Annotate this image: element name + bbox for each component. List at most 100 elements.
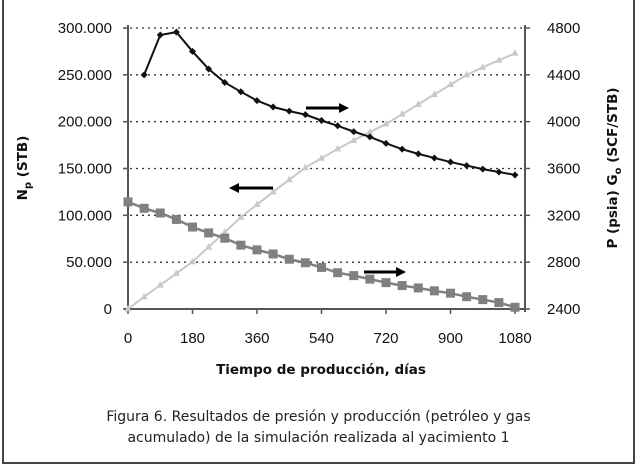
data-point-triangle bbox=[205, 243, 213, 250]
x-tick-label: 180 bbox=[180, 330, 205, 347]
arrow-right-axis-upper-head bbox=[339, 103, 349, 113]
data-point-square bbox=[155, 208, 165, 218]
data-point-diamond bbox=[382, 139, 390, 147]
x-axis-label: Tiempo de producción, días bbox=[216, 362, 426, 378]
y-right-label-main: G bbox=[605, 174, 621, 185]
data-point-triangle bbox=[511, 49, 519, 56]
y-right-label-p: P (psia) bbox=[605, 185, 621, 248]
data-point-triangle bbox=[447, 80, 454, 88]
y-left-tick-label: 150.000 bbox=[58, 161, 112, 178]
y-axis-left-label: Np (STB) bbox=[15, 136, 34, 201]
figure-caption: Figura 6. Resultados de presión y produc… bbox=[0, 407, 637, 449]
y-right-label-rest: (SCF/STB) bbox=[605, 87, 621, 167]
data-point-triangle bbox=[463, 70, 471, 78]
data-point-triangle bbox=[189, 257, 196, 265]
caption-line-2: acumulado) de la simulación realizada al… bbox=[127, 430, 510, 446]
y-right-label-sub: o bbox=[613, 167, 624, 174]
data-point-square bbox=[365, 274, 375, 284]
data-point-diamond bbox=[140, 71, 148, 79]
y-right-tick-label: 4800 bbox=[547, 20, 580, 37]
data-point-triangle bbox=[301, 163, 309, 171]
data-point-square bbox=[397, 281, 407, 291]
x-tick-label: 540 bbox=[309, 330, 334, 347]
data-point-square bbox=[317, 262, 326, 272]
data-point-triangle bbox=[414, 100, 422, 107]
data-point-triangle bbox=[172, 269, 180, 276]
data-point-square bbox=[284, 254, 294, 264]
x-tick-label: 0 bbox=[124, 330, 132, 347]
data-point-square bbox=[300, 258, 310, 268]
data-point-diamond bbox=[334, 122, 342, 130]
data-point-triangle bbox=[479, 63, 487, 70]
data-point-triangle bbox=[382, 120, 390, 127]
data-point-diamond bbox=[366, 133, 374, 141]
data-point-triangle bbox=[334, 144, 342, 152]
data-point-triangle bbox=[350, 136, 358, 143]
data-point-triangle bbox=[285, 175, 293, 183]
y-right-tick-label: 3600 bbox=[547, 161, 580, 178]
data-point-square bbox=[204, 228, 214, 238]
y-right-tick-label: 4000 bbox=[547, 114, 580, 131]
data-point-diamond bbox=[301, 111, 309, 119]
data-point-square bbox=[510, 302, 520, 312]
data-point-triangle bbox=[237, 213, 245, 220]
data-point-diamond bbox=[285, 107, 293, 115]
data-point-square bbox=[413, 283, 423, 293]
series-line-square bbox=[127, 200, 516, 309]
y-left-tick-label: 0 bbox=[104, 301, 112, 318]
arrow-left-axis-head bbox=[229, 183, 239, 193]
y-left-tick-label: 100.000 bbox=[58, 207, 112, 224]
data-point-triangle bbox=[156, 281, 164, 288]
data-point-triangle bbox=[430, 90, 438, 98]
axes bbox=[123, 25, 530, 314]
arrow-right-axis-lower-head bbox=[396, 267, 406, 277]
data-point-triangle bbox=[269, 187, 277, 195]
y-left-tick-label: 200.000 bbox=[58, 114, 112, 131]
data-point-triangle bbox=[253, 200, 261, 208]
y-axis-right-label: P (psia) Go (SCF/STB) bbox=[605, 87, 624, 248]
y-left-label-main: N bbox=[15, 189, 31, 200]
data-point-square bbox=[429, 286, 439, 296]
data-point-diamond bbox=[269, 103, 277, 111]
data-point-diamond bbox=[237, 88, 245, 96]
data-point-diamond bbox=[479, 165, 487, 173]
x-tick-label: 360 bbox=[244, 330, 269, 347]
x-tick-label: 720 bbox=[373, 330, 398, 347]
gridlines bbox=[124, 27, 525, 263]
data-point-square bbox=[123, 197, 133, 207]
data-point-square bbox=[349, 271, 359, 281]
series bbox=[123, 28, 520, 312]
data-point-diamond bbox=[463, 162, 471, 170]
data-point-diamond bbox=[253, 97, 261, 105]
y-left-tick-label: 50.000 bbox=[66, 254, 112, 271]
y-left-label-rest: (STB) bbox=[15, 136, 31, 182]
data-point-diamond bbox=[205, 65, 213, 73]
y-left-tick-label: 300.000 bbox=[58, 20, 112, 37]
data-point-diamond bbox=[189, 47, 196, 55]
data-point-square bbox=[236, 240, 246, 250]
data-point-square bbox=[381, 278, 391, 288]
data-point-diamond bbox=[398, 145, 406, 153]
data-point-square bbox=[478, 295, 488, 305]
data-point-triangle bbox=[398, 110, 406, 117]
data-point-diamond bbox=[430, 154, 438, 162]
y-right-tick-label: 2400 bbox=[547, 301, 580, 318]
data-point-square bbox=[494, 298, 504, 308]
data-point-diamond bbox=[350, 128, 358, 136]
y-right-tick-label: 3200 bbox=[547, 207, 580, 224]
data-point-square bbox=[188, 222, 197, 232]
data-point-diamond bbox=[414, 150, 422, 158]
data-point-diamond bbox=[221, 78, 229, 86]
data-point-triangle bbox=[318, 154, 325, 161]
y-left-tick-label: 250.000 bbox=[58, 67, 112, 84]
data-point-triangle bbox=[366, 127, 374, 135]
data-point-triangle bbox=[140, 292, 148, 300]
data-point-triangle bbox=[221, 228, 229, 235]
data-point-triangle bbox=[495, 56, 503, 63]
x-tick-label: 900 bbox=[438, 330, 463, 347]
data-point-diamond bbox=[447, 158, 454, 166]
data-point-square bbox=[446, 288, 455, 298]
